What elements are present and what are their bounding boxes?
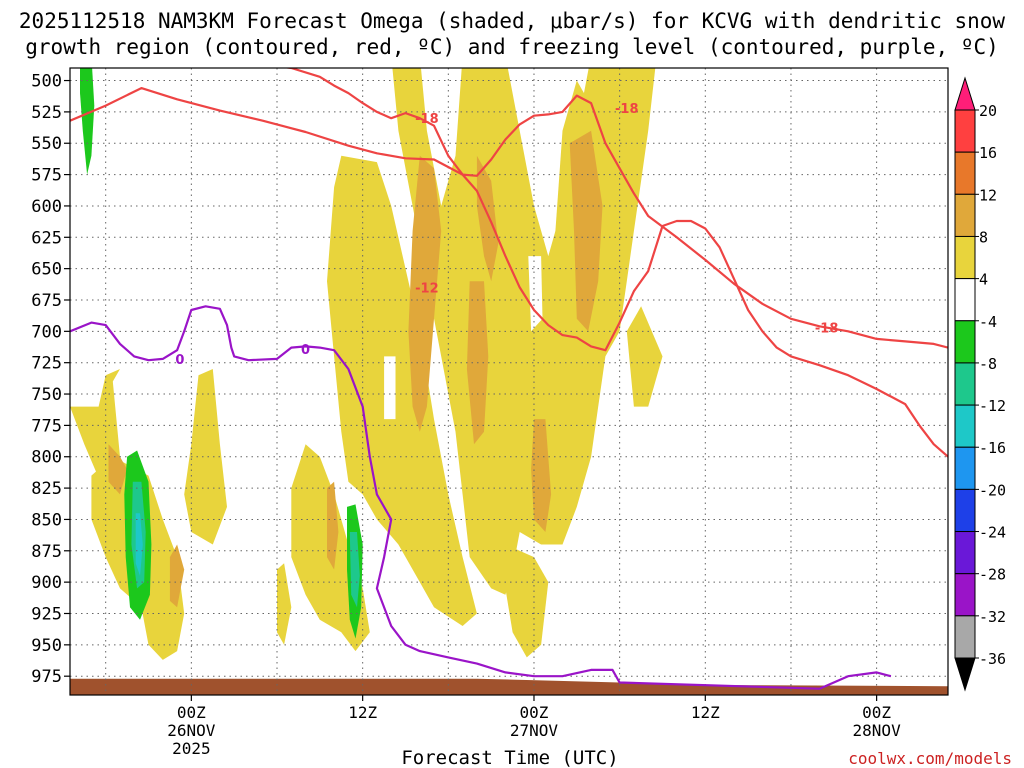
x-tick-label: 00Z [177, 703, 206, 722]
colorbar-label: -36 [979, 650, 1006, 668]
contour-label: -12 [415, 281, 439, 296]
colorbar-swatch [954, 615, 976, 659]
plot-frame [69, 67, 949, 696]
omega-green-region [80, 68, 95, 175]
y-axis-ticks: 500 525 550 575 600 625 650 675 700 725 750 775 800 8… [31, 72, 70, 687]
colorbar-swatch [954, 446, 976, 490]
colorbar-label: -20 [979, 481, 1006, 499]
colorbar-label: 16 [979, 144, 997, 162]
colorbar-swatch [954, 320, 976, 364]
y-tick-label: 750 [31, 385, 62, 405]
colorbar-label: -16 [979, 439, 1006, 457]
omega-yellow-region [184, 369, 227, 545]
x-tick-label: 00Z [862, 703, 891, 722]
y-tick-label: 600 [31, 197, 62, 217]
contour-label: -18 [615, 102, 639, 117]
contour-dgz_-18_upper [70, 87, 948, 458]
contours [70, 68, 948, 690]
y-tick-label: 900 [31, 573, 62, 593]
x-tick-label: 12Z [691, 703, 720, 722]
terrain-ground [70, 678, 948, 695]
x-tick-date: 28NOV [853, 721, 902, 740]
colorbar-swatch [954, 193, 976, 237]
grid-lines [70, 68, 948, 695]
y-tick-label: 875 [31, 542, 62, 562]
colorbar-swatch [954, 278, 976, 322]
contour-label: -18 [815, 322, 839, 337]
y-tick-label: 775 [31, 416, 62, 436]
x-tick-label: 00Z [520, 703, 549, 722]
contour-freezing_level_0 [70, 305, 892, 690]
y-tick-label: 525 [31, 103, 62, 123]
contour-label: 0 [175, 353, 184, 368]
omega-orange-region [108, 444, 128, 495]
y-tick-label: 625 [31, 228, 62, 248]
credit-text: coolwx.com/models [848, 749, 1012, 768]
y-tick-label: 850 [31, 510, 62, 530]
y-tick-label: 825 [31, 479, 62, 499]
chart-title-line2: growth region (contoured, red, ºC) and f… [25, 35, 999, 59]
colorbar-bottom-arrow [954, 657, 976, 692]
x-tick-label: 12Z [348, 703, 377, 722]
y-tick-label: 950 [31, 636, 62, 656]
y-tick-label: 800 [31, 448, 62, 468]
terrain [70, 678, 948, 695]
colorbar-label: 4 [979, 271, 988, 289]
omega-yellow-region [505, 544, 549, 658]
y-tick-label: 925 [31, 604, 62, 624]
omega-orange-region [327, 481, 339, 570]
y-tick-label: 675 [31, 291, 62, 311]
omega-cyan-region [135, 513, 143, 576]
y-tick-label: 650 [31, 260, 62, 280]
plot-area [69, 67, 949, 696]
colorbar-label: -8 [979, 355, 997, 373]
colorbar-swatch [954, 488, 976, 533]
y-tick-label: 575 [31, 166, 62, 186]
x-tick-date: 27NOV [510, 721, 559, 740]
omega-shading [70, 68, 663, 660]
omega-yellow-region [327, 155, 477, 627]
colorbar-swatch [954, 362, 976, 406]
x-tick-date: 26NOV [167, 721, 216, 740]
x-axis-label: Forecast Time (UTC) [401, 747, 618, 768]
omega-orange-region [531, 419, 552, 532]
colorbar-swatch [954, 109, 976, 153]
colorbar-label: 20 [979, 102, 997, 120]
colorbar-label: -24 [979, 524, 1006, 542]
colorbar-swatch [954, 235, 976, 280]
omega-yellow-region [277, 563, 292, 645]
colorbar-label: 8 [979, 228, 988, 246]
colorbar-swatch [954, 573, 976, 617]
colorbar-top-arrow [954, 76, 976, 111]
contour-label: 0 [301, 343, 310, 358]
y-tick-label: 500 [31, 72, 62, 92]
y-tick-label: 550 [31, 134, 62, 154]
colorbar-swatch [954, 404, 976, 448]
colorbar-label: -32 [979, 608, 1006, 626]
omega-yellow-region [626, 306, 663, 407]
y-tick-label: 975 [31, 667, 62, 687]
omega-gap-region [528, 256, 543, 332]
chart-title-line1: 2025112518 NAM3KM Forecast Omega (shaded… [19, 9, 1006, 33]
x-tick-year: 2025 [172, 739, 211, 758]
colorbar-swatch [954, 151, 976, 195]
colorbar-label: -28 [979, 566, 1006, 584]
contour-label: -18 [415, 112, 439, 127]
colorbar-label: -12 [979, 397, 1006, 415]
contour-dgz_-12 [282, 68, 948, 349]
colorbar: 20 16 12 8 4 -4 -8 -12 -16 -20 -24 -28 -32 -36 [954, 76, 1006, 692]
omega-orange-region [476, 155, 499, 282]
colorbar-swatch [954, 531, 976, 575]
omega-orange-region [169, 544, 185, 608]
y-tick-label: 725 [31, 354, 62, 374]
colorbar-label: 12 [979, 186, 997, 204]
omega-gap-region [384, 356, 396, 420]
colorbar-label: -4 [979, 313, 997, 331]
y-tick-label: 700 [31, 322, 62, 342]
omega-orange-region [569, 130, 603, 332]
